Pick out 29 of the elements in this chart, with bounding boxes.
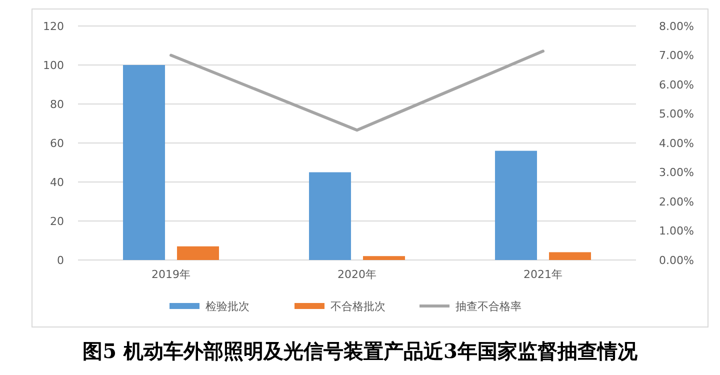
legend-label: 不合格批次 — [330, 300, 386, 313]
y-tick-label: 100 — [43, 58, 64, 72]
bar — [309, 172, 351, 260]
y2-tick-label: 3.00% — [659, 166, 694, 180]
legend-label: 抽查不合格率 — [456, 300, 522, 313]
legend-label: 检验批次 — [206, 300, 250, 313]
y-tick-label: 20 — [50, 214, 64, 228]
text: 图5 机动车外部照明及光信号装置产品近3年国家监督抽查情况 — [82, 339, 638, 363]
bar — [549, 252, 591, 260]
bar — [363, 256, 405, 260]
y2-tick-label: 8.00% — [659, 20, 694, 33]
bar — [123, 65, 165, 260]
y2-tick-label: 4.00% — [659, 136, 694, 150]
y-tick-label: 120 — [43, 20, 64, 33]
x-tick-label: 2020年 — [338, 268, 376, 281]
y2-tick-label: 6.00% — [659, 78, 694, 92]
bar — [177, 246, 219, 260]
y2-tick-label: 5.00% — [659, 108, 694, 121]
y2-tick-label: 1.00% — [659, 224, 694, 238]
x-tick-label: 2019年 — [152, 268, 190, 281]
y-tick-label: 40 — [50, 176, 64, 189]
bar — [495, 150, 537, 260]
y-tick-label: 0 — [57, 254, 64, 267]
y-tick-label: 80 — [50, 98, 64, 111]
y-tick-label: 60 — [50, 136, 64, 150]
y2-tick-label: 0.00% — [659, 254, 694, 267]
y2-tick-label: 2.00% — [659, 195, 694, 208]
y2-tick-label: 7.00% — [659, 49, 694, 62]
x-tick-label: 2021年 — [524, 268, 562, 281]
